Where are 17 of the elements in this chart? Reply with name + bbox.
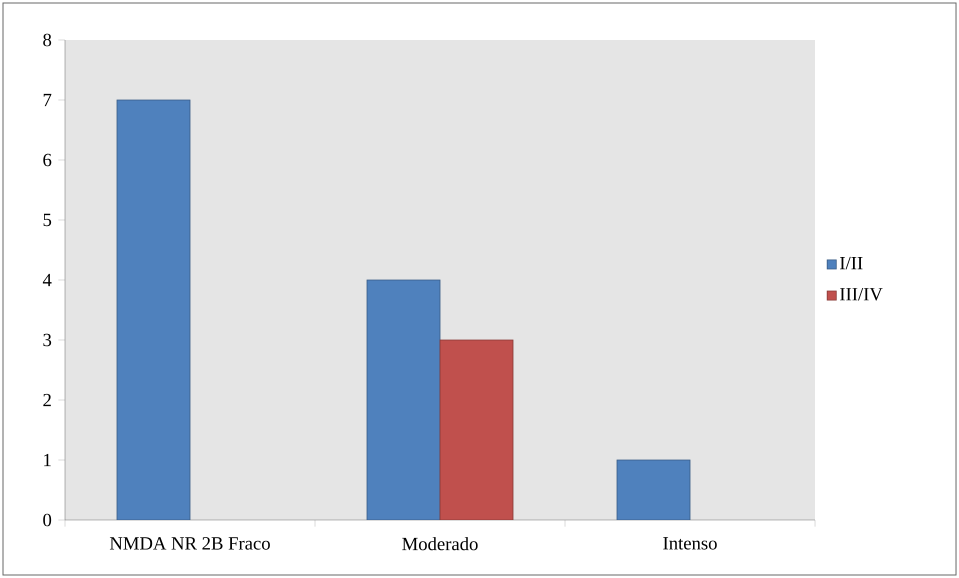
y-tick-label: 8 bbox=[43, 34, 52, 46]
bar bbox=[366, 280, 440, 520]
x-tick-label: Intenso bbox=[663, 537, 717, 550]
y-tick-label: 3 bbox=[43, 334, 52, 346]
legend-label: III/IV bbox=[840, 288, 883, 301]
legend-label: I/II bbox=[840, 256, 863, 270]
y-tick-label: 6 bbox=[43, 154, 52, 166]
y-tick-label: 4 bbox=[42, 274, 52, 286]
y-tick-label: 5 bbox=[44, 214, 52, 226]
bar bbox=[616, 460, 690, 520]
y-tick-label: 2 bbox=[43, 394, 51, 406]
y-tick-label: 0 bbox=[43, 514, 52, 526]
y-tick-label: 1 bbox=[44, 454, 51, 466]
x-tick-label: Moderado bbox=[402, 537, 478, 550]
y-tick-label: 7 bbox=[44, 94, 52, 106]
x-tick-label: NMDA NR 2B Fraco bbox=[110, 537, 270, 550]
bar bbox=[116, 100, 190, 520]
